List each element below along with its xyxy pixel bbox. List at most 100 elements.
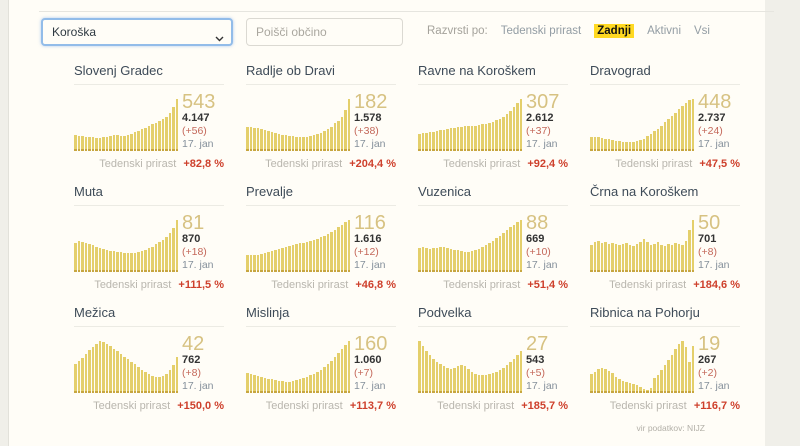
date-label: 17. jan bbox=[354, 380, 386, 392]
total-count: 543 bbox=[526, 354, 545, 366]
total-count: 870 bbox=[182, 233, 201, 245]
daily-bar bbox=[109, 136, 112, 151]
daily-bar bbox=[467, 251, 470, 272]
cases-bar-chart bbox=[590, 99, 694, 151]
daily-bar bbox=[291, 136, 294, 151]
daily-bar bbox=[161, 376, 164, 393]
card-body: 81 870 (+18) 17. jan bbox=[74, 212, 224, 272]
daily-bar bbox=[281, 134, 284, 151]
daily-bar bbox=[642, 238, 645, 272]
daily-bar bbox=[607, 370, 610, 393]
daily-bar bbox=[270, 131, 273, 151]
daily-bar bbox=[333, 229, 336, 272]
daily-bar bbox=[618, 244, 621, 272]
daily-bar bbox=[463, 366, 466, 393]
card-body: 543 4.147 (+56) 17. jan bbox=[74, 91, 224, 151]
search-input[interactable] bbox=[246, 18, 403, 46]
daily-bar bbox=[175, 356, 178, 393]
daily-bar bbox=[509, 362, 512, 393]
daily-bar bbox=[604, 241, 607, 272]
daily-bar bbox=[140, 369, 143, 393]
daily-bar bbox=[291, 381, 294, 393]
daily-bar bbox=[95, 344, 98, 393]
daily-bar bbox=[270, 251, 273, 272]
daily-bar bbox=[102, 137, 105, 151]
card-body: 42 762 (+8) 17. jan bbox=[74, 333, 224, 393]
daily-bar bbox=[305, 136, 308, 151]
daily-bar bbox=[168, 113, 171, 151]
daily-bar bbox=[330, 231, 333, 272]
daily-bar bbox=[516, 103, 519, 151]
daily-bar bbox=[95, 246, 98, 272]
daily-bar bbox=[263, 378, 266, 393]
sort-option-tedenski-prirast[interactable]: Tedenski prirast bbox=[500, 25, 582, 37]
daily-bar bbox=[481, 124, 484, 151]
daily-bar bbox=[305, 376, 308, 393]
weekly-growth-label: Tedenski prirast bbox=[443, 158, 521, 170]
daily-bar bbox=[646, 136, 649, 151]
municipality-card: Slovenj Gradec 543 4.147 (+56) 17. jan T… bbox=[74, 63, 224, 170]
daily-bar bbox=[91, 245, 94, 272]
weekly-growth-value: +46,8 % bbox=[355, 279, 396, 291]
daily-bar bbox=[449, 128, 452, 151]
municipality-card: Mislinja 160 1.060 (+7) 17. jan Tedenski… bbox=[246, 305, 396, 412]
daily-bar bbox=[344, 344, 347, 393]
date-label: 17. jan bbox=[698, 380, 730, 392]
daily-bar bbox=[168, 370, 171, 393]
weekly-growth-value: +150,0 % bbox=[177, 400, 224, 412]
daily-bar bbox=[477, 374, 480, 393]
total-count: 4.147 bbox=[182, 112, 210, 124]
daily-bar bbox=[667, 119, 670, 151]
daily-bar bbox=[435, 247, 438, 272]
sort-option-zadnji[interactable]: Zadnji bbox=[594, 24, 635, 38]
cases-bar-chart bbox=[74, 99, 178, 151]
daily-bar bbox=[474, 125, 477, 151]
cases-bar-chart bbox=[74, 341, 178, 393]
region-select[interactable]: Koroška bbox=[41, 18, 233, 46]
daily-bar bbox=[84, 136, 87, 151]
daily-bar bbox=[295, 136, 298, 151]
weekly-growth-value: +185,7 % bbox=[521, 400, 568, 412]
sort-option-aktivni[interactable]: Aktivni bbox=[647, 25, 682, 37]
card-body: 160 1.060 (+7) 17. jan bbox=[246, 333, 396, 393]
daily-bar bbox=[684, 240, 687, 272]
last-day-count: 50 bbox=[698, 212, 721, 234]
daily-bar bbox=[663, 122, 666, 151]
daily-bar bbox=[670, 244, 673, 272]
daily-bar bbox=[516, 222, 519, 272]
daily-bar bbox=[491, 121, 494, 151]
daily-bar bbox=[347, 341, 350, 393]
card-footer: Tedenski prirast +204,4 % bbox=[246, 158, 396, 170]
daily-bar bbox=[684, 347, 687, 393]
daily-bar bbox=[604, 369, 607, 393]
sort-option-vsi[interactable]: Vsi bbox=[694, 25, 710, 37]
daily-bar bbox=[509, 110, 512, 151]
daily-bar bbox=[133, 132, 136, 151]
weekly-growth-value: +111,5 % bbox=[178, 279, 224, 291]
card-body: 27 543 (+5) 17. jan bbox=[418, 333, 568, 393]
daily-bar bbox=[312, 239, 315, 272]
card-body: 182 1.578 (+38) 17. jan bbox=[246, 91, 396, 151]
daily-bar bbox=[642, 388, 645, 393]
daily-bar bbox=[291, 245, 294, 272]
daily-bar bbox=[260, 254, 263, 272]
card-footer: Tedenski prirast +92,4 % bbox=[418, 158, 568, 170]
municipality-card: Mežica 42 762 (+8) 17. jan Tedenski prir… bbox=[74, 305, 224, 412]
total-count: 1.578 bbox=[354, 112, 382, 124]
daily-bar bbox=[295, 244, 298, 272]
daily-bar bbox=[456, 250, 459, 272]
daily-bar bbox=[98, 138, 101, 151]
daily-bar bbox=[302, 242, 305, 272]
daily-bar bbox=[691, 346, 694, 393]
card-stats: 42 762 (+8) 17. jan bbox=[182, 333, 214, 393]
last-day-count: 27 bbox=[526, 333, 549, 355]
daily-bar bbox=[326, 234, 329, 272]
daily-bar bbox=[126, 135, 129, 151]
card-stats: 543 4.147 (+56) 17. jan bbox=[182, 91, 215, 151]
daily-bar bbox=[656, 242, 659, 272]
weekly-growth-value: +204,4 % bbox=[349, 158, 396, 170]
total-count: 2.737 bbox=[698, 112, 726, 124]
daily-bar bbox=[337, 227, 340, 272]
daily-bar bbox=[425, 247, 428, 272]
weekly-growth-value: +51,4 % bbox=[527, 279, 568, 291]
